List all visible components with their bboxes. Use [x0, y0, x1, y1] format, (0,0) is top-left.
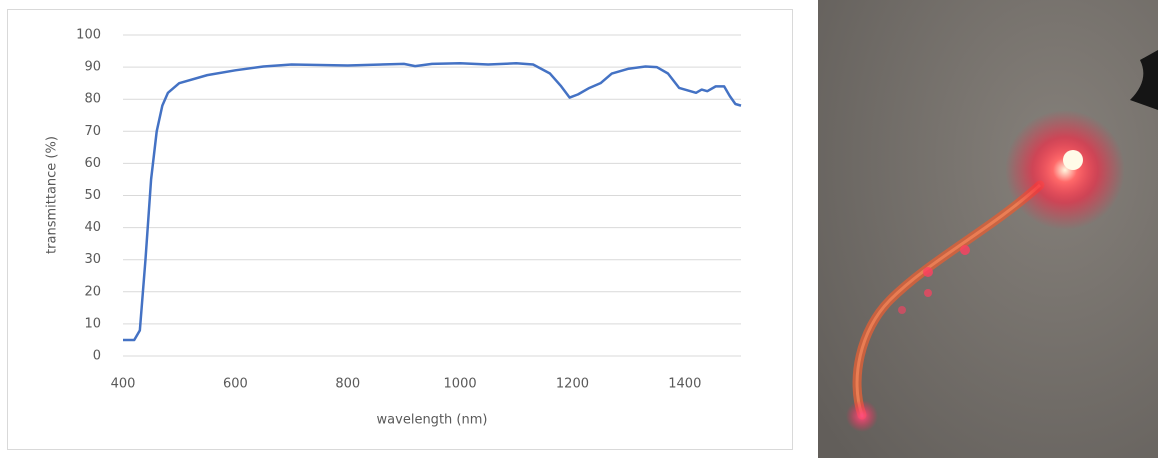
y-tick-label: 30 [84, 252, 101, 267]
y-tick-label: 40 [84, 220, 101, 235]
x-axis-title: wavelength (nm) [377, 413, 488, 428]
y-tick-label: 0 [93, 349, 101, 364]
photo [818, 0, 1158, 458]
x-tick-label: 1200 [556, 377, 589, 392]
y-tick-label: 90 [84, 60, 101, 75]
x-tick-label: 1400 [668, 377, 701, 392]
x-tick-label: 1000 [444, 377, 477, 392]
y-tick-label: 80 [84, 92, 101, 107]
chart: wavelength (nm) transmittance (%) 0 10 20 3… [45, 28, 742, 428]
x-tick-label: 800 [335, 377, 360, 392]
line [123, 62, 742, 342]
chart-border [7, 9, 793, 450]
y-tick-label: 10 [84, 316, 101, 331]
y-tick-label: 60 [84, 156, 101, 171]
y-tick-label: 20 [84, 284, 101, 299]
y-tick-label: 70 [84, 124, 101, 139]
x-tick-label: 600 [223, 377, 248, 392]
y-tick-label: 50 [84, 188, 101, 203]
x-tick-label: 400 [111, 377, 136, 392]
y-axis-title: transmittance (%) [45, 136, 60, 254]
y-tick-label: 100 [76, 28, 101, 43]
